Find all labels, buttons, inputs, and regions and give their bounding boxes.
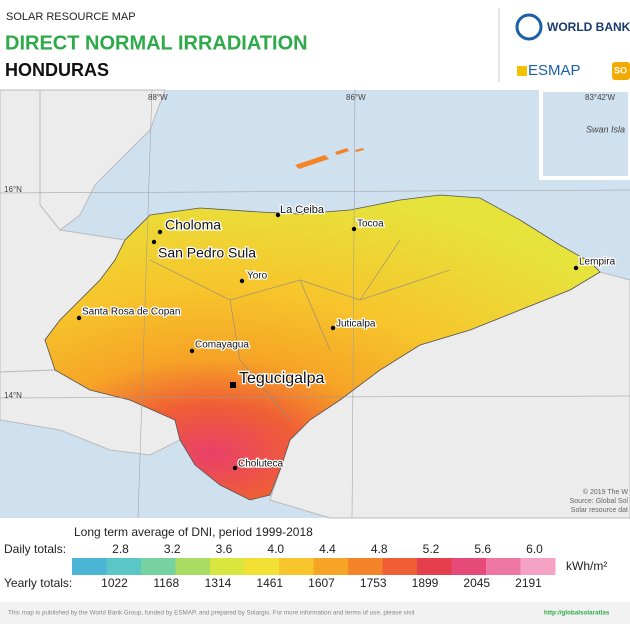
- city-marker: [573, 265, 579, 271]
- city-label: Choloma: [165, 217, 221, 233]
- credit: Source: Global Sol: [570, 498, 629, 505]
- bay-islands: [295, 148, 364, 169]
- esmap-mark: [517, 66, 527, 76]
- city-marker: [239, 278, 245, 284]
- world-bank-globe: [515, 13, 543, 41]
- daily-value: 3.6: [216, 542, 233, 556]
- capital-marker: [230, 382, 236, 388]
- legend-swatch: [210, 558, 245, 575]
- yearly-value: 2191: [515, 576, 542, 590]
- city-marker: [151, 239, 157, 245]
- city-label: Juticalpa: [336, 319, 376, 330]
- solargis-mark: [612, 62, 630, 80]
- legend-swatch: [382, 558, 418, 575]
- legend-swatch: [313, 558, 349, 575]
- daily-value: 4.4: [319, 542, 336, 556]
- subtitle: SOLAR RESOURCE MAP: [6, 11, 136, 23]
- graticule-label: 16°N: [4, 185, 22, 194]
- meridian: [137, 89, 153, 519]
- yearly-value: 1168: [153, 576, 179, 590]
- legend-swatch: [348, 558, 383, 575]
- city-label: Comayagua: [195, 340, 249, 351]
- inset: [539, 88, 630, 180]
- graticule-label: 86°W: [346, 93, 366, 102]
- graticule-label: 14°N: [4, 391, 22, 400]
- legend-swatch: [451, 558, 487, 575]
- departments: [149, 239, 451, 421]
- yearly-value: 1753: [360, 576, 387, 590]
- yearly-value: 2045: [463, 576, 490, 590]
- legend-swatch: [175, 558, 211, 575]
- legend-swatch: [486, 558, 521, 575]
- meridian: [351, 89, 356, 519]
- yearly-value: 1314: [205, 576, 232, 590]
- footer-band: [0, 602, 630, 624]
- graticule-label: 88°W: [148, 93, 168, 102]
- city-label: Yoro: [247, 271, 268, 282]
- legend: 2.8 3.2 3.6 4.0 4.4 4.8 5.2 5.6 6.0 1022 1168 1314 1…: [72, 542, 556, 590]
- city-label: Tegucigalpa: [239, 370, 325, 387]
- daily-value: 4.0: [267, 542, 284, 556]
- yearly-value: 1022: [101, 576, 128, 590]
- daily-value: 2.8: [112, 542, 129, 556]
- legend-swatch: [520, 558, 556, 575]
- city-label: Tocoa: [357, 219, 384, 230]
- city-marker: [232, 465, 238, 471]
- legend-swatch: [141, 558, 176, 575]
- city-label: Santa Rosa de Copan: [82, 307, 180, 318]
- legend-swatch: [279, 558, 314, 575]
- yearly-label: Yearly totals:: [4, 576, 72, 590]
- daily-value: 5.2: [423, 542, 440, 556]
- legend-caption: Long term average of DNI, period 1999-20…: [74, 525, 313, 539]
- city-marker: [76, 315, 82, 321]
- map: 88°W 86°W 16°N 14°N 83°42'W Swan Isla Ch…: [0, 88, 630, 519]
- unit: kWh/m²: [566, 559, 607, 573]
- daily-value: 6.0: [526, 542, 543, 556]
- city-marker: [275, 212, 281, 218]
- inset-place: Swan Isla: [586, 124, 625, 134]
- credit: Solar resource dat: [571, 507, 628, 514]
- inset-longitude: 83°42'W: [585, 93, 616, 102]
- yearly-value: 1607: [308, 576, 335, 590]
- city-marker: [157, 229, 163, 235]
- credit: © 2019 The W: [583, 488, 629, 496]
- footer-text: This map is published by the World Bank …: [8, 610, 415, 617]
- city-label: San Pedro Sula: [158, 245, 256, 261]
- country: HONDURAS: [5, 60, 109, 80]
- city-label: Lempira: [579, 257, 616, 268]
- daily-value: 5.6: [474, 542, 491, 556]
- daily-value: 3.2: [164, 542, 181, 556]
- parallel: [0, 395, 630, 399]
- city-label: Choluteca: [238, 459, 283, 470]
- footer-link[interactable]: http://globalsolaratlas: [544, 610, 610, 617]
- logo-world-bank: WORLD BANK G: [547, 20, 630, 34]
- legend-swatch: [417, 558, 452, 575]
- city-marker: [330, 325, 336, 331]
- honduras: [44, 194, 601, 501]
- legend-swatch: [244, 558, 280, 575]
- legend-swatch: [72, 558, 107, 575]
- city-marker: [189, 348, 195, 354]
- logo-esmap: ESMAP: [528, 62, 581, 79]
- logo-solargis: SO: [614, 65, 627, 75]
- parallel: [0, 189, 630, 194]
- legend-swatch: [106, 558, 142, 575]
- daily-label: Daily totals:: [4, 542, 66, 556]
- yearly-value: 1899: [412, 576, 439, 590]
- title: DIRECT NORMAL IRRADIATION: [5, 32, 308, 54]
- yearly-value: 1461: [256, 576, 283, 590]
- cities: Choloma San Pedro Sula La Ceiba Tocoa Yoro Le…: [76, 203, 617, 471]
- city-label: La Ceiba: [280, 204, 325, 216]
- daily-value: 4.8: [371, 542, 388, 556]
- city-marker: [351, 226, 357, 232]
